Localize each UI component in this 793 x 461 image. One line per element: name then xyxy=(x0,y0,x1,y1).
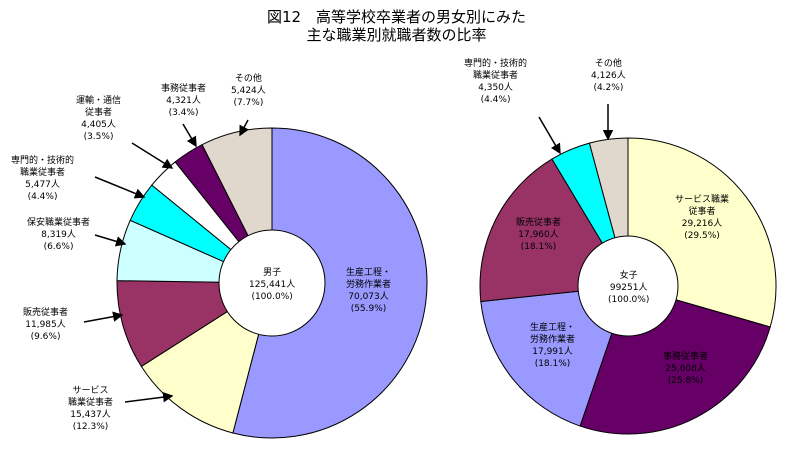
chart1-slice-label-0-line-1: 労務作業者 xyxy=(346,280,392,290)
chart1-slice-label-6-line-0: 事務従事者 xyxy=(161,84,207,94)
chart1-arrow-3 xyxy=(94,234,127,247)
chart1-slice-label-0-line-0: 生産工程・ xyxy=(346,268,392,278)
chart1-arrow-4 xyxy=(94,176,146,199)
chart2-slice-label-0-line-0: サービス職業 xyxy=(675,195,730,205)
chart1-slice-label-1-line-0: サービス xyxy=(72,386,109,396)
chart1-slice-label-3: 保安職業従事者 8,319人 (6.6%) xyxy=(27,217,90,253)
chart1-arrow-6 xyxy=(182,123,197,148)
chart2-slice-label-0-line-1: 従事者 xyxy=(688,207,716,217)
chart2-slice-label-2-line-3: (18.1%) xyxy=(534,359,571,369)
chart1-center-label-line-0: 男子 xyxy=(263,268,282,278)
chart1-slice-label-5-line-0: 運輸・通信 xyxy=(76,96,122,106)
chart2-slice-label-3-line-0: 販売従事者 xyxy=(516,218,562,228)
chart2-slice-label-5-line-0: その他 xyxy=(594,59,622,69)
chart1-slice-label-4-line-1: 職業従事者 xyxy=(20,168,66,178)
chart2-slice-2 xyxy=(480,285,629,427)
chart1-slice-label-3-line-1: 8,319人 xyxy=(41,230,76,240)
chart1-slice-label-7-line-0: その他 xyxy=(234,74,262,84)
chart1-center-label-line-1: 125,441人 xyxy=(249,280,296,290)
chart1-slice-label-6: 事務従事者 4,321人 (3.4%) xyxy=(161,83,206,119)
chart1-slice-label-2-line-2: (9.6%) xyxy=(30,332,61,342)
chart2-center-label-line-2: (100.0%) xyxy=(608,295,650,305)
chart1-slice-label-2-line-0: 販売従事者 xyxy=(23,308,69,318)
chart2-slice-label-2-line-0: 生産工程・ xyxy=(530,323,576,333)
chart2-slice-label-1: 事務従事者 25,608人 (25.8%) xyxy=(663,351,708,387)
chart1-slice-label-2: 販売従事者 11,985人 (9.6%) xyxy=(23,307,68,343)
chart1-slice-label-7-line-1: 5,424人 xyxy=(231,86,266,96)
chart1-arrow-5 xyxy=(131,142,174,169)
chart1-arrow-2 xyxy=(83,311,124,323)
chart2-slice-label-4: 専門的・技術的 職業従事者 4,350人 (4.4%) xyxy=(464,58,527,106)
chart1-slice-label-5-line-2: 4,405人 xyxy=(81,120,116,130)
chart1-slice-label-1: サービス職業従事者 15,437人 (12.3%) xyxy=(68,385,113,433)
chart1-slice-label-7: その他 5,424人 (7.7%) xyxy=(231,73,266,109)
chart2-slice-label-0: サービス職業 従事者 29,216人 (29.5%) xyxy=(675,194,729,242)
chart1-slice-label-1-line-2: 15,437人 xyxy=(70,410,111,420)
chart2-slice-label-4-line-1: 職業従事者 xyxy=(473,71,519,81)
chart2-slice-label-0-line-3: (29.5%) xyxy=(684,231,720,241)
chart1-center-hole xyxy=(218,229,326,337)
chart1-slice-label-6-line-2: (3.4%) xyxy=(168,108,199,118)
chart1-slice-label-7-line-2: (7.7%) xyxy=(233,98,264,108)
chart2-slice-label-5: その他 4,126人 (4.2%) xyxy=(591,58,626,94)
chart-title-line2: 主な職業別就職者数の比率 xyxy=(306,26,487,44)
chart1-slice-label-0: 生産工程・労務作業者 70,073人 (55.9%) xyxy=(346,267,391,315)
chart2-slice-label-4-line-3: (4.4%) xyxy=(480,95,511,105)
chart2-slice-label-5-line-1: 4,126人 xyxy=(591,71,626,81)
chart1-slice-label-5-line-3: (3.5%) xyxy=(83,132,114,142)
chart1-slice-label-3-line-0: 保安職業従事者 xyxy=(27,218,91,228)
chart2-slice-label-5-line-2: (4.2%) xyxy=(593,83,624,93)
chart1-center-label-line-2: (100.0%) xyxy=(251,292,293,302)
chart2-slice-label-1-line-0: 事務従事者 xyxy=(663,352,709,362)
chart1-arrow-1 xyxy=(124,391,174,403)
chart2-center-label-line-0: 女子 xyxy=(619,271,638,281)
chart1-slice-label-2-line-1: 11,985人 xyxy=(25,320,66,330)
chart1-slice-label-3-line-2: (6.6%) xyxy=(43,242,74,252)
chart1-arrow-7 xyxy=(239,119,249,137)
chart-title-line1: 図12 高等学校卒業者の男女別にみた xyxy=(266,8,527,26)
chart1-slice-label-4-line-3: (4.4%) xyxy=(27,192,58,202)
chart2-center-hole xyxy=(577,235,679,337)
chart1-slice-label-5: 運輸・通信従事者 4,405人 (3.5%) xyxy=(76,95,121,143)
chart1-center-label: 男子 125,441人 (100.0%) xyxy=(249,267,295,303)
chart2-slice-label-1-line-1: 25,608人 xyxy=(665,364,706,374)
chart1-slice-label-1-line-3: (12.3%) xyxy=(72,422,109,432)
chart1-slice-label-4-line-2: 5,477人 xyxy=(25,180,60,190)
chart1-slice-0 xyxy=(232,127,428,439)
chart2-slice-label-3: 販売従事者 17,960人 (18.1%) xyxy=(516,217,561,253)
chart2-center-label: 女子 99251人 (100.0%) xyxy=(608,270,649,306)
chart1-slice-label-1-line-1: 職業従事者 xyxy=(68,398,114,408)
chart2-slice-label-0-line-2: 29,216人 xyxy=(681,219,723,229)
chart2-slice-label-2-line-2: 17,991人 xyxy=(532,347,573,357)
chart1-slice-label-4-line-0: 専門的・技術的 xyxy=(11,156,75,166)
chart2-slice-label-3-line-2: (18.1%) xyxy=(520,242,557,252)
chart1-slice-label-0-line-3: (55.9%) xyxy=(350,304,387,314)
chart2-center-label-line-1: 99251人 xyxy=(609,283,648,293)
chart2-slice-label-1-line-2: (25.8%) xyxy=(667,376,704,386)
chart1-slice-label-0-line-2: 70,073人 xyxy=(348,292,389,302)
chart1-slice-label-4: 専門的・技術的 職業従事者 5,477人 (4.4%) xyxy=(11,155,74,203)
chart1-slice-label-5-line-1: 従事者 xyxy=(85,108,113,118)
chart2-arrow-4 xyxy=(538,116,561,155)
chart2-slice-label-4-line-2: 4,350人 xyxy=(478,83,513,93)
chart2-slice-label-2-line-1: 労務作業者 xyxy=(530,335,576,345)
chart2-slice-label-4-line-0: 専門的・技術的 xyxy=(464,59,528,69)
chart2-slice-label-3-line-1: 17,960人 xyxy=(518,230,559,240)
chart2-slice-label-2: 生産工程・労務作業者 17,991人 (18.1%) xyxy=(530,322,575,370)
chart1-slice-label-6-line-1: 4,321人 xyxy=(166,96,201,106)
